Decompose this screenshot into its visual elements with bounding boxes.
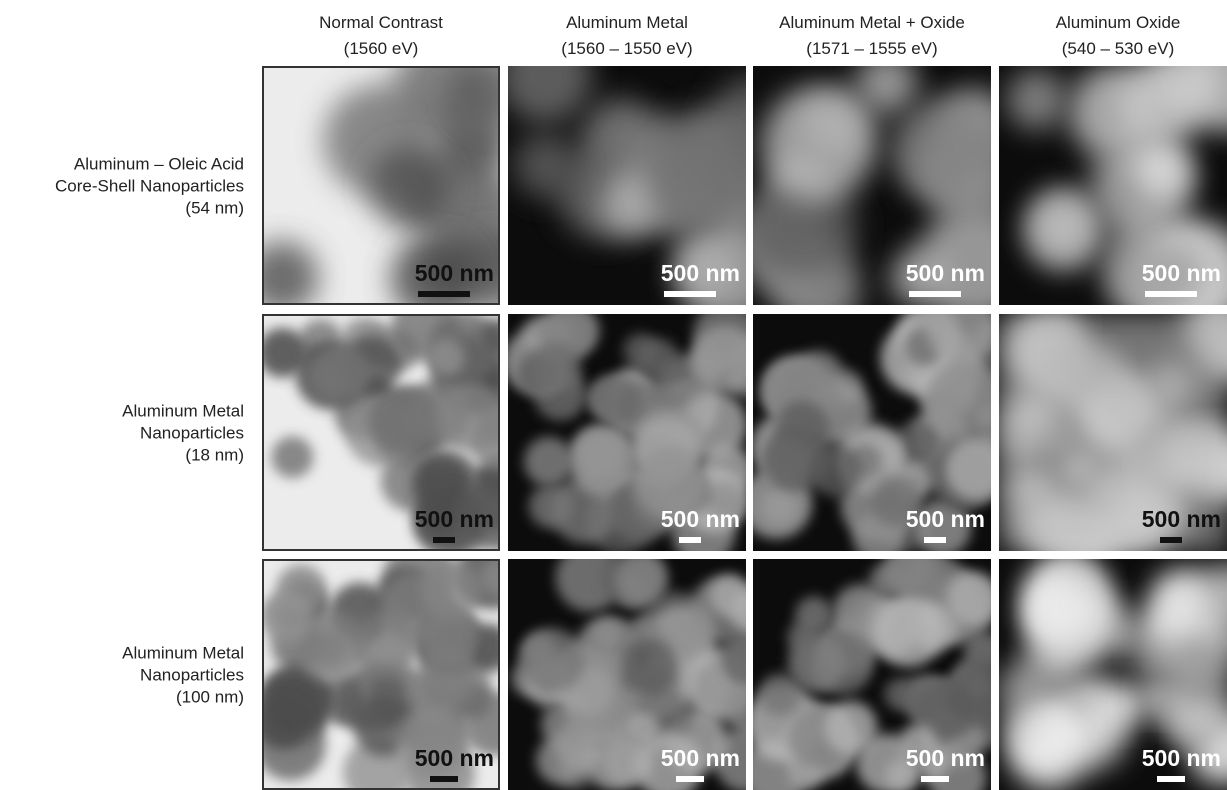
scale-label: 500 nm: [415, 745, 494, 771]
scale-bar: [418, 291, 470, 297]
figure: Normal Contrast (1560 eV) Aluminum Metal (1…: [0, 0, 1227, 790]
scale-bar: [924, 537, 946, 543]
column-energy: (1560 – 1550 eV): [561, 39, 692, 58]
scale-label: 500 nm: [906, 260, 985, 286]
scale-label: 500 nm: [1142, 260, 1221, 286]
column-energy: (540 – 530 eV): [1062, 39, 1174, 58]
scale-label: 500 nm: [415, 506, 494, 532]
scale-bar: [921, 776, 949, 782]
column-title: Normal Contrast: [319, 13, 443, 32]
row-label: (18 nm): [185, 446, 244, 465]
scale-bar: [909, 291, 961, 297]
micrograph: [736, 52, 1032, 333]
scale-bar: [1157, 776, 1185, 782]
scale-label: 500 nm: [1142, 745, 1221, 771]
row-label: (54 nm): [185, 199, 244, 218]
scale-label: 500 nm: [1142, 506, 1221, 532]
scale-label: 500 nm: [906, 506, 985, 532]
column-title: Aluminum Metal + Oxide: [779, 13, 965, 32]
micrograph: [508, 544, 789, 790]
micrograph: [245, 39, 539, 322]
micrograph: [258, 294, 540, 556]
scale-bar: [676, 776, 704, 782]
row-label: Core-Shell Nanoparticles: [55, 177, 244, 196]
column-title: Aluminum Oxide: [1056, 13, 1181, 32]
scale-bar: [430, 776, 458, 782]
scale-bar: [679, 537, 701, 543]
scale-label: 500 nm: [415, 260, 494, 286]
micrograph: [999, 31, 1227, 332]
row-label: Aluminum Metal: [122, 402, 244, 421]
micrograph: [503, 301, 785, 565]
micrograph: [740, 292, 1031, 563]
row-label: (100 nm): [176, 688, 244, 707]
scale-bar: [1145, 291, 1197, 297]
row-label: Aluminum Metal: [122, 644, 244, 663]
scale-bar: [433, 537, 455, 543]
scale-label: 500 nm: [661, 506, 740, 532]
scale-label: 500 nm: [661, 260, 740, 286]
row-label: Aluminum – Oleic Acid: [74, 155, 244, 174]
row-label: Nanoparticles: [140, 666, 244, 685]
column-title: Aluminum Metal: [566, 13, 688, 32]
column-energy: (1571 – 1555 eV): [806, 39, 937, 58]
scale-bar: [1160, 537, 1182, 543]
column-energy: (1560 eV): [344, 39, 419, 58]
row-label: Nanoparticles: [140, 424, 244, 443]
scale-label: 500 nm: [906, 745, 985, 771]
scale-bar: [664, 291, 716, 297]
scale-label: 500 nm: [661, 745, 740, 771]
